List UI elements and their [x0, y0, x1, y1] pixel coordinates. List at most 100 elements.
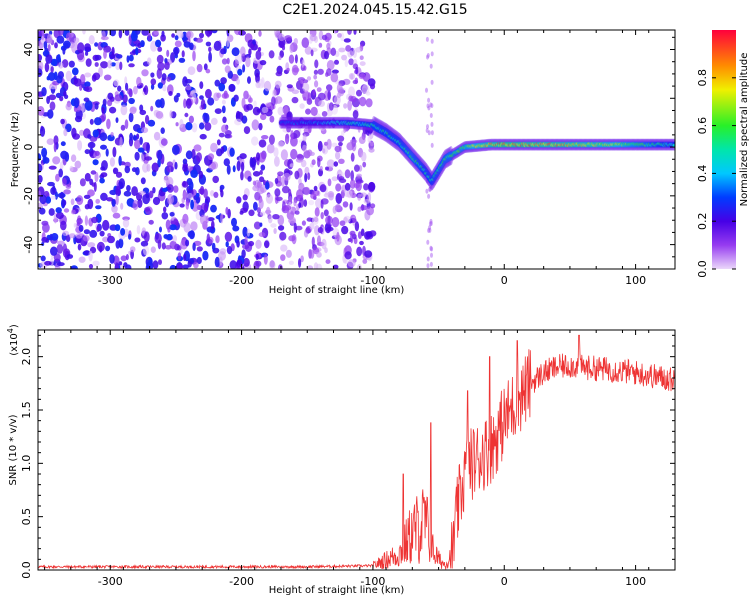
heatmap-cell — [40, 255, 46, 262]
heatmap-cell — [103, 49, 107, 59]
heatmap-cell — [205, 41, 212, 47]
heatmap-cells — [38, 30, 675, 269]
heatmap-cell — [92, 129, 100, 138]
heatmap-cell — [224, 65, 231, 74]
heatmap-cell — [62, 47, 66, 55]
heatmap-cell — [70, 154, 77, 162]
heatmap-cell — [255, 239, 262, 249]
heatmap-cell — [304, 173, 308, 183]
heatmap-cell — [320, 212, 324, 220]
heatmap-cell — [314, 80, 319, 88]
heatmap-cell — [328, 192, 334, 201]
heatmap-cell — [284, 35, 292, 41]
heatmap-cell — [236, 78, 240, 85]
heatmap-cell — [248, 209, 255, 217]
heatmap-cell — [179, 203, 185, 208]
heatmap-cell — [210, 142, 218, 153]
heatmap-cell — [251, 119, 260, 131]
heatmap-cell — [210, 190, 215, 197]
heatmap-cell — [61, 199, 66, 208]
heatmap-cell — [83, 229, 90, 235]
heatmap-cell — [84, 86, 93, 93]
heatmap-cell — [342, 201, 349, 208]
heatmap-cell — [56, 75, 63, 84]
heatmap-cell — [53, 142, 57, 153]
heatmap-cell — [152, 187, 156, 194]
heatmap-cell — [272, 214, 280, 220]
heatmap-cell — [133, 85, 138, 95]
heatmap-cell — [360, 228, 365, 237]
heatmap-cell — [39, 194, 47, 205]
heatmap-cell — [430, 252, 433, 258]
heatmap-cell — [150, 72, 155, 78]
heatmap-cell — [94, 42, 99, 47]
heatmap-cell — [228, 83, 236, 92]
heatmap-cell — [367, 135, 372, 144]
heatmap-cell — [196, 63, 203, 73]
heatmap-cell — [84, 215, 88, 226]
heatmap-cell — [140, 40, 145, 48]
heatmap-cell — [85, 58, 92, 67]
heatmap-cell — [163, 175, 172, 184]
heatmap-cell — [100, 61, 109, 69]
heatmap-cell — [169, 264, 177, 269]
top-y-axis-label: Frequency (Hz) — [10, 112, 21, 188]
heatmap-cell — [58, 168, 63, 178]
heatmap-cell — [174, 48, 179, 56]
heatmap-cell — [368, 181, 376, 192]
heatmap-cell — [38, 68, 43, 78]
heatmap-cell — [274, 177, 279, 185]
heatmap-cell — [134, 151, 140, 161]
heatmap-cell — [196, 246, 203, 252]
colorbar-label: Normalized spectral amplitude — [739, 53, 750, 207]
heatmap-cell — [361, 84, 370, 94]
heatmap-cell — [288, 235, 296, 242]
heatmap-cell — [294, 54, 298, 64]
heatmap-cell — [135, 167, 140, 176]
heatmap-cell — [76, 221, 80, 226]
heatmap-cell — [350, 170, 355, 181]
heatmap-cell — [242, 226, 248, 238]
heatmap-cell — [52, 156, 61, 165]
heatmap-cell — [325, 259, 331, 264]
heatmap-cell — [273, 147, 279, 158]
heatmap-cell — [117, 85, 122, 92]
heatmap-cell — [41, 147, 48, 158]
heatmap-cell — [352, 110, 359, 119]
heatmap-cell — [154, 233, 162, 244]
heatmap-cell — [131, 186, 139, 197]
heatmap-cell — [179, 119, 184, 128]
heatmap-cell — [271, 96, 276, 106]
heatmap-cell — [132, 199, 139, 211]
heatmap-cell — [341, 54, 348, 61]
heatmap-cell — [252, 106, 261, 116]
heatmap-cell — [337, 135, 345, 142]
heatmap-cell — [325, 166, 329, 171]
bottom-y-tick-label: 0.5 — [20, 508, 33, 526]
heatmap-cell — [251, 136, 259, 146]
heatmap-cell — [190, 199, 195, 210]
heatmap-cell — [195, 37, 203, 43]
heatmap-cell — [173, 185, 179, 193]
heatmap-cell — [124, 119, 129, 130]
heatmap-cell — [429, 261, 433, 267]
heatmap-cell — [39, 126, 46, 137]
heatmap-cell — [325, 226, 334, 232]
heatmap-cell — [288, 195, 292, 204]
top-x-tick-label: -200 — [229, 274, 254, 287]
heatmap-cell — [253, 221, 261, 230]
heatmap-cell — [266, 143, 275, 154]
heatmap-cell — [70, 266, 77, 269]
heatmap-cell — [112, 212, 121, 219]
heatmap-cell — [226, 246, 233, 255]
heatmap-cell — [115, 185, 121, 196]
heatmap-cell — [317, 235, 321, 246]
heatmap-cell — [55, 211, 64, 220]
heatmap-cell — [63, 40, 71, 48]
heatmap-cell — [277, 141, 285, 148]
heatmap-cell — [263, 254, 268, 265]
heatmap-cell — [55, 207, 62, 214]
heatmap-cell — [365, 98, 373, 108]
heatmap-cell — [265, 193, 273, 204]
top-y-tick-label: 40 — [22, 43, 35, 57]
